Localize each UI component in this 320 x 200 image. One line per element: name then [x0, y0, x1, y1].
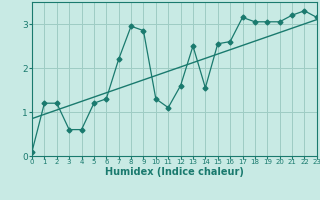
X-axis label: Humidex (Indice chaleur): Humidex (Indice chaleur): [105, 167, 244, 177]
